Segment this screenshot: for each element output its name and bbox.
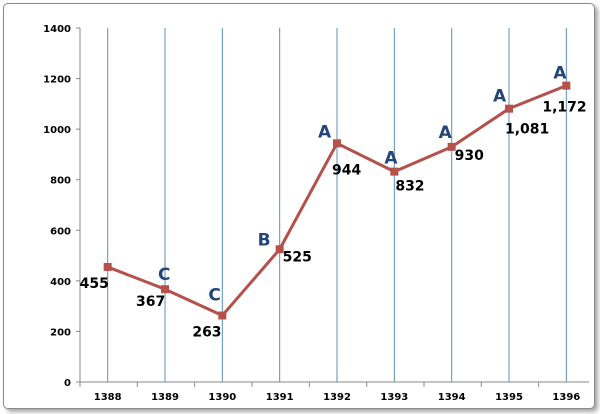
- y-tick-label-800: 800: [50, 176, 71, 187]
- y-tick-label-400: 400: [50, 277, 71, 288]
- chart-container: 0 200 400 600 800 1000 1200 1400 1388 1389 1390 139…: [3, 3, 595, 409]
- x-tick-label-1395: 1395: [495, 392, 523, 403]
- line-chart: 0 200 400 600 800 1000 1200 1400 1388 1389 1390 139…: [43, 24, 589, 403]
- grade-label-1394: A: [439, 123, 453, 143]
- x-tick-label-1394: 1394: [438, 392, 466, 403]
- grade-label-1392: A: [318, 122, 332, 142]
- data-point-1389: [161, 285, 169, 294]
- grade-label-1396: A: [553, 64, 567, 84]
- grade-label-1389: C: [158, 265, 170, 285]
- y-tick-label-0: 0: [64, 378, 71, 389]
- x-tick-label-1388: 1388: [94, 392, 122, 403]
- x-tick-label-1393: 1393: [380, 392, 408, 403]
- data-label-1394: 930: [455, 148, 484, 164]
- y-tick-label-1400: 1400: [43, 24, 71, 35]
- y-tick-label-200: 200: [50, 327, 71, 338]
- data-label-1396: 1,172: [542, 100, 586, 116]
- grade-label-1391: B: [258, 230, 271, 250]
- data-label-1393: 832: [395, 179, 424, 195]
- y-tick-label-1000: 1000: [43, 125, 71, 136]
- data-point-1388: [103, 262, 112, 271]
- data-label-1395: 1,081: [505, 122, 549, 138]
- data-point-1394: [447, 142, 456, 151]
- data-label-1390: 263: [192, 324, 221, 340]
- data-point-1393: [390, 167, 399, 176]
- x-tick-label-1396: 1396: [552, 392, 580, 403]
- x-tick-label-1389: 1389: [151, 392, 179, 403]
- data-point-1392: [333, 139, 341, 148]
- data-point-1396: [562, 81, 571, 90]
- data-label-1392: 944: [332, 162, 361, 178]
- data-label-1391: 525: [283, 249, 312, 265]
- data-point-1390: [218, 311, 227, 320]
- y-tick-label-1200: 1200: [43, 75, 71, 86]
- grade-label-1393: A: [384, 149, 398, 169]
- grade-label-1395: A: [493, 87, 507, 107]
- data-label-1388: 455: [80, 276, 109, 292]
- data-label-1389: 367: [136, 294, 165, 310]
- data-point-1391: [275, 245, 284, 254]
- x-tick-label-1390: 1390: [208, 392, 236, 403]
- x-tick-label-1392: 1392: [323, 392, 351, 403]
- grade-label-1390: C: [208, 285, 220, 305]
- data-point-1395: [505, 104, 513, 113]
- y-tick-label-600: 600: [50, 226, 71, 237]
- x-tick-label-1391: 1391: [266, 392, 294, 403]
